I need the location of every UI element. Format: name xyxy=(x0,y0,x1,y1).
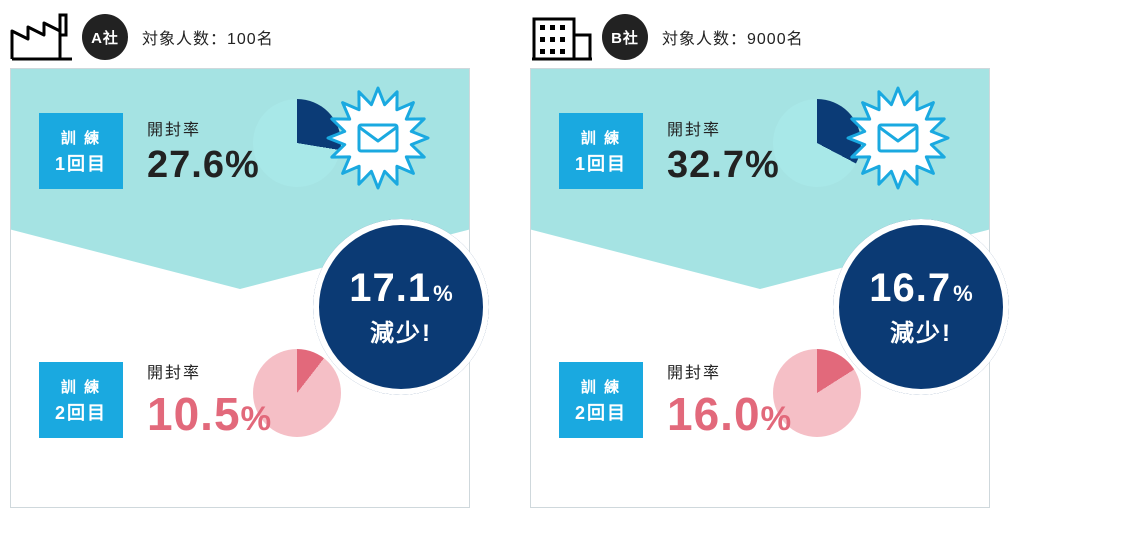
round1-row: 訓 練 1回目 開封率 32.7% xyxy=(531,113,989,189)
reduction-callout: 16.7% 減少! xyxy=(833,219,1009,395)
train-label: 訓 練 xyxy=(61,127,101,148)
train-label: 訓 練 xyxy=(61,376,101,397)
reduction-value: 16.7% xyxy=(869,266,972,311)
round2-badge: 訓 練 2回目 xyxy=(39,362,123,438)
openrate-label: 開封率 xyxy=(147,116,260,140)
company-header: A社 対象人数：100名 xyxy=(10,10,470,70)
round1-label: 1回目 xyxy=(575,150,627,176)
round2-label: 2回目 xyxy=(575,399,627,425)
round2-rate: 開封率 16.0% xyxy=(667,359,792,441)
train-label: 訓 練 xyxy=(581,376,621,397)
round2-value: 16.0% xyxy=(667,387,792,441)
building-icon xyxy=(530,13,594,61)
round1-rate: 開封率 27.6% xyxy=(147,116,260,187)
target-count-label: 対象人数：100名 xyxy=(142,25,274,49)
round1-value: 27.6% xyxy=(147,144,260,187)
openrate-label: 開封率 xyxy=(667,359,792,383)
reduction-callout: 17.1% 減少! xyxy=(313,219,489,395)
round1-label: 1回目 xyxy=(55,150,107,176)
round1-value: 32.7% xyxy=(667,144,780,187)
building-icon xyxy=(10,13,74,61)
office-building-icon xyxy=(530,13,594,61)
reduction-word: 減少! xyxy=(890,313,952,348)
train-label: 訓 練 xyxy=(581,127,621,148)
openrate-label: 開封率 xyxy=(147,359,272,383)
round1-badge: 訓 練 1回目 xyxy=(559,113,643,189)
infographic-stage: A社 対象人数：100名 訓 練 1回目 開封率 27.6% xyxy=(10,10,1115,508)
reduction-value: 17.1% xyxy=(349,266,452,311)
openrate-label: 開封率 xyxy=(667,116,780,140)
round1-rate: 開封率 32.7% xyxy=(667,116,780,187)
company-badge: A社 xyxy=(82,14,128,60)
company-card-B: B社 対象人数：9000名 訓 練 1回目 開封率 32.7% xyxy=(530,10,990,508)
round1-row: 訓 練 1回目 開封率 27.6% xyxy=(11,113,469,189)
round2-value: 10.5% xyxy=(147,387,272,441)
round1-badge: 訓 練 1回目 xyxy=(39,113,123,189)
company-badge: B社 xyxy=(602,14,648,60)
company-header: B社 対象人数：9000名 xyxy=(530,10,990,70)
reduction-word: 減少! xyxy=(370,313,432,348)
round2-rate: 開封率 10.5% xyxy=(147,359,272,441)
company-box: 訓 練 1回目 開封率 27.6% 訓 練 2回目 開封率 10.5% xyxy=(10,68,470,508)
round2-badge: 訓 練 2回目 xyxy=(559,362,643,438)
target-count-label: 対象人数：9000名 xyxy=(662,25,804,49)
company-box: 訓 練 1回目 開封率 32.7% 訓 練 2回目 開封率 16.0% xyxy=(530,68,990,508)
factory-icon xyxy=(10,13,74,61)
company-card-A: A社 対象人数：100名 訓 練 1回目 開封率 27.6% xyxy=(10,10,470,508)
round2-label: 2回目 xyxy=(55,399,107,425)
